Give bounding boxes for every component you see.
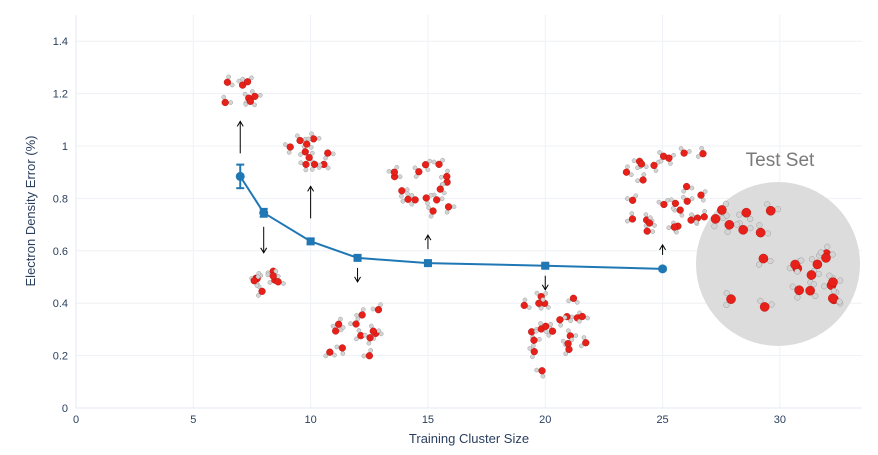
water-cluster-25 — [622, 146, 708, 235]
arrow — [541, 275, 549, 291]
arrow — [236, 120, 244, 154]
water-cluster-7 — [221, 74, 263, 108]
arrow — [307, 185, 315, 219]
y-tick-label: 0 — [62, 403, 68, 415]
data-point — [353, 253, 362, 262]
x-ticks: 0 5 10 15 20 25 30 — [73, 414, 786, 426]
axes — [75, 15, 862, 409]
y-tick-label: 1.4 — [53, 36, 68, 48]
data-point — [541, 261, 550, 270]
arrow — [659, 243, 666, 255]
test-set-group: Test Set — [696, 150, 860, 346]
x-tick-label: 25 — [656, 414, 668, 426]
x-tick-label: 20 — [539, 414, 551, 426]
y-tick-label: 1.2 — [53, 89, 68, 101]
test-set-label: Test Set — [746, 150, 815, 171]
water-cluster-20 — [520, 290, 590, 379]
data-point — [259, 208, 269, 218]
data-point — [423, 259, 432, 268]
series — [235, 163, 668, 274]
x-tick-label: 0 — [73, 414, 79, 426]
x-tick-label: 10 — [305, 414, 317, 426]
data-point — [235, 171, 245, 181]
water-cluster-8 — [249, 267, 286, 298]
water-cluster-12 — [323, 302, 384, 360]
x-tick-label: 5 — [190, 414, 196, 426]
series-line — [239, 175, 663, 270]
data-point — [658, 264, 668, 274]
y-tick-label: 0.2 — [53, 351, 68, 363]
cluster-images — [221, 74, 708, 379]
y-tick-label: 0.4 — [53, 298, 68, 310]
x-axis-title: Training Cluster Size — [409, 431, 529, 446]
water-cluster-test-set-molecules — [710, 200, 844, 312]
x-tick-label: 30 — [774, 414, 786, 426]
arrow — [260, 226, 268, 254]
y-tick-label: 1 — [62, 141, 68, 153]
y-tick-label: 0.6 — [53, 246, 68, 258]
y-ticks: 0 0.2 0.4 0.6 0.8 1 1.2 1.4 — [53, 36, 68, 415]
water-cluster-15 — [386, 157, 457, 219]
y-axis-title: Electron Density Error (%) — [23, 136, 38, 287]
data-point — [306, 237, 315, 246]
arrow — [424, 234, 432, 250]
water-cluster-test-set — [710, 200, 844, 312]
arrows — [236, 120, 666, 291]
x-tick-label: 15 — [422, 414, 434, 426]
y-tick-label: 0.8 — [53, 193, 68, 205]
water-cluster-10 — [283, 131, 336, 173]
arrow — [354, 267, 361, 283]
